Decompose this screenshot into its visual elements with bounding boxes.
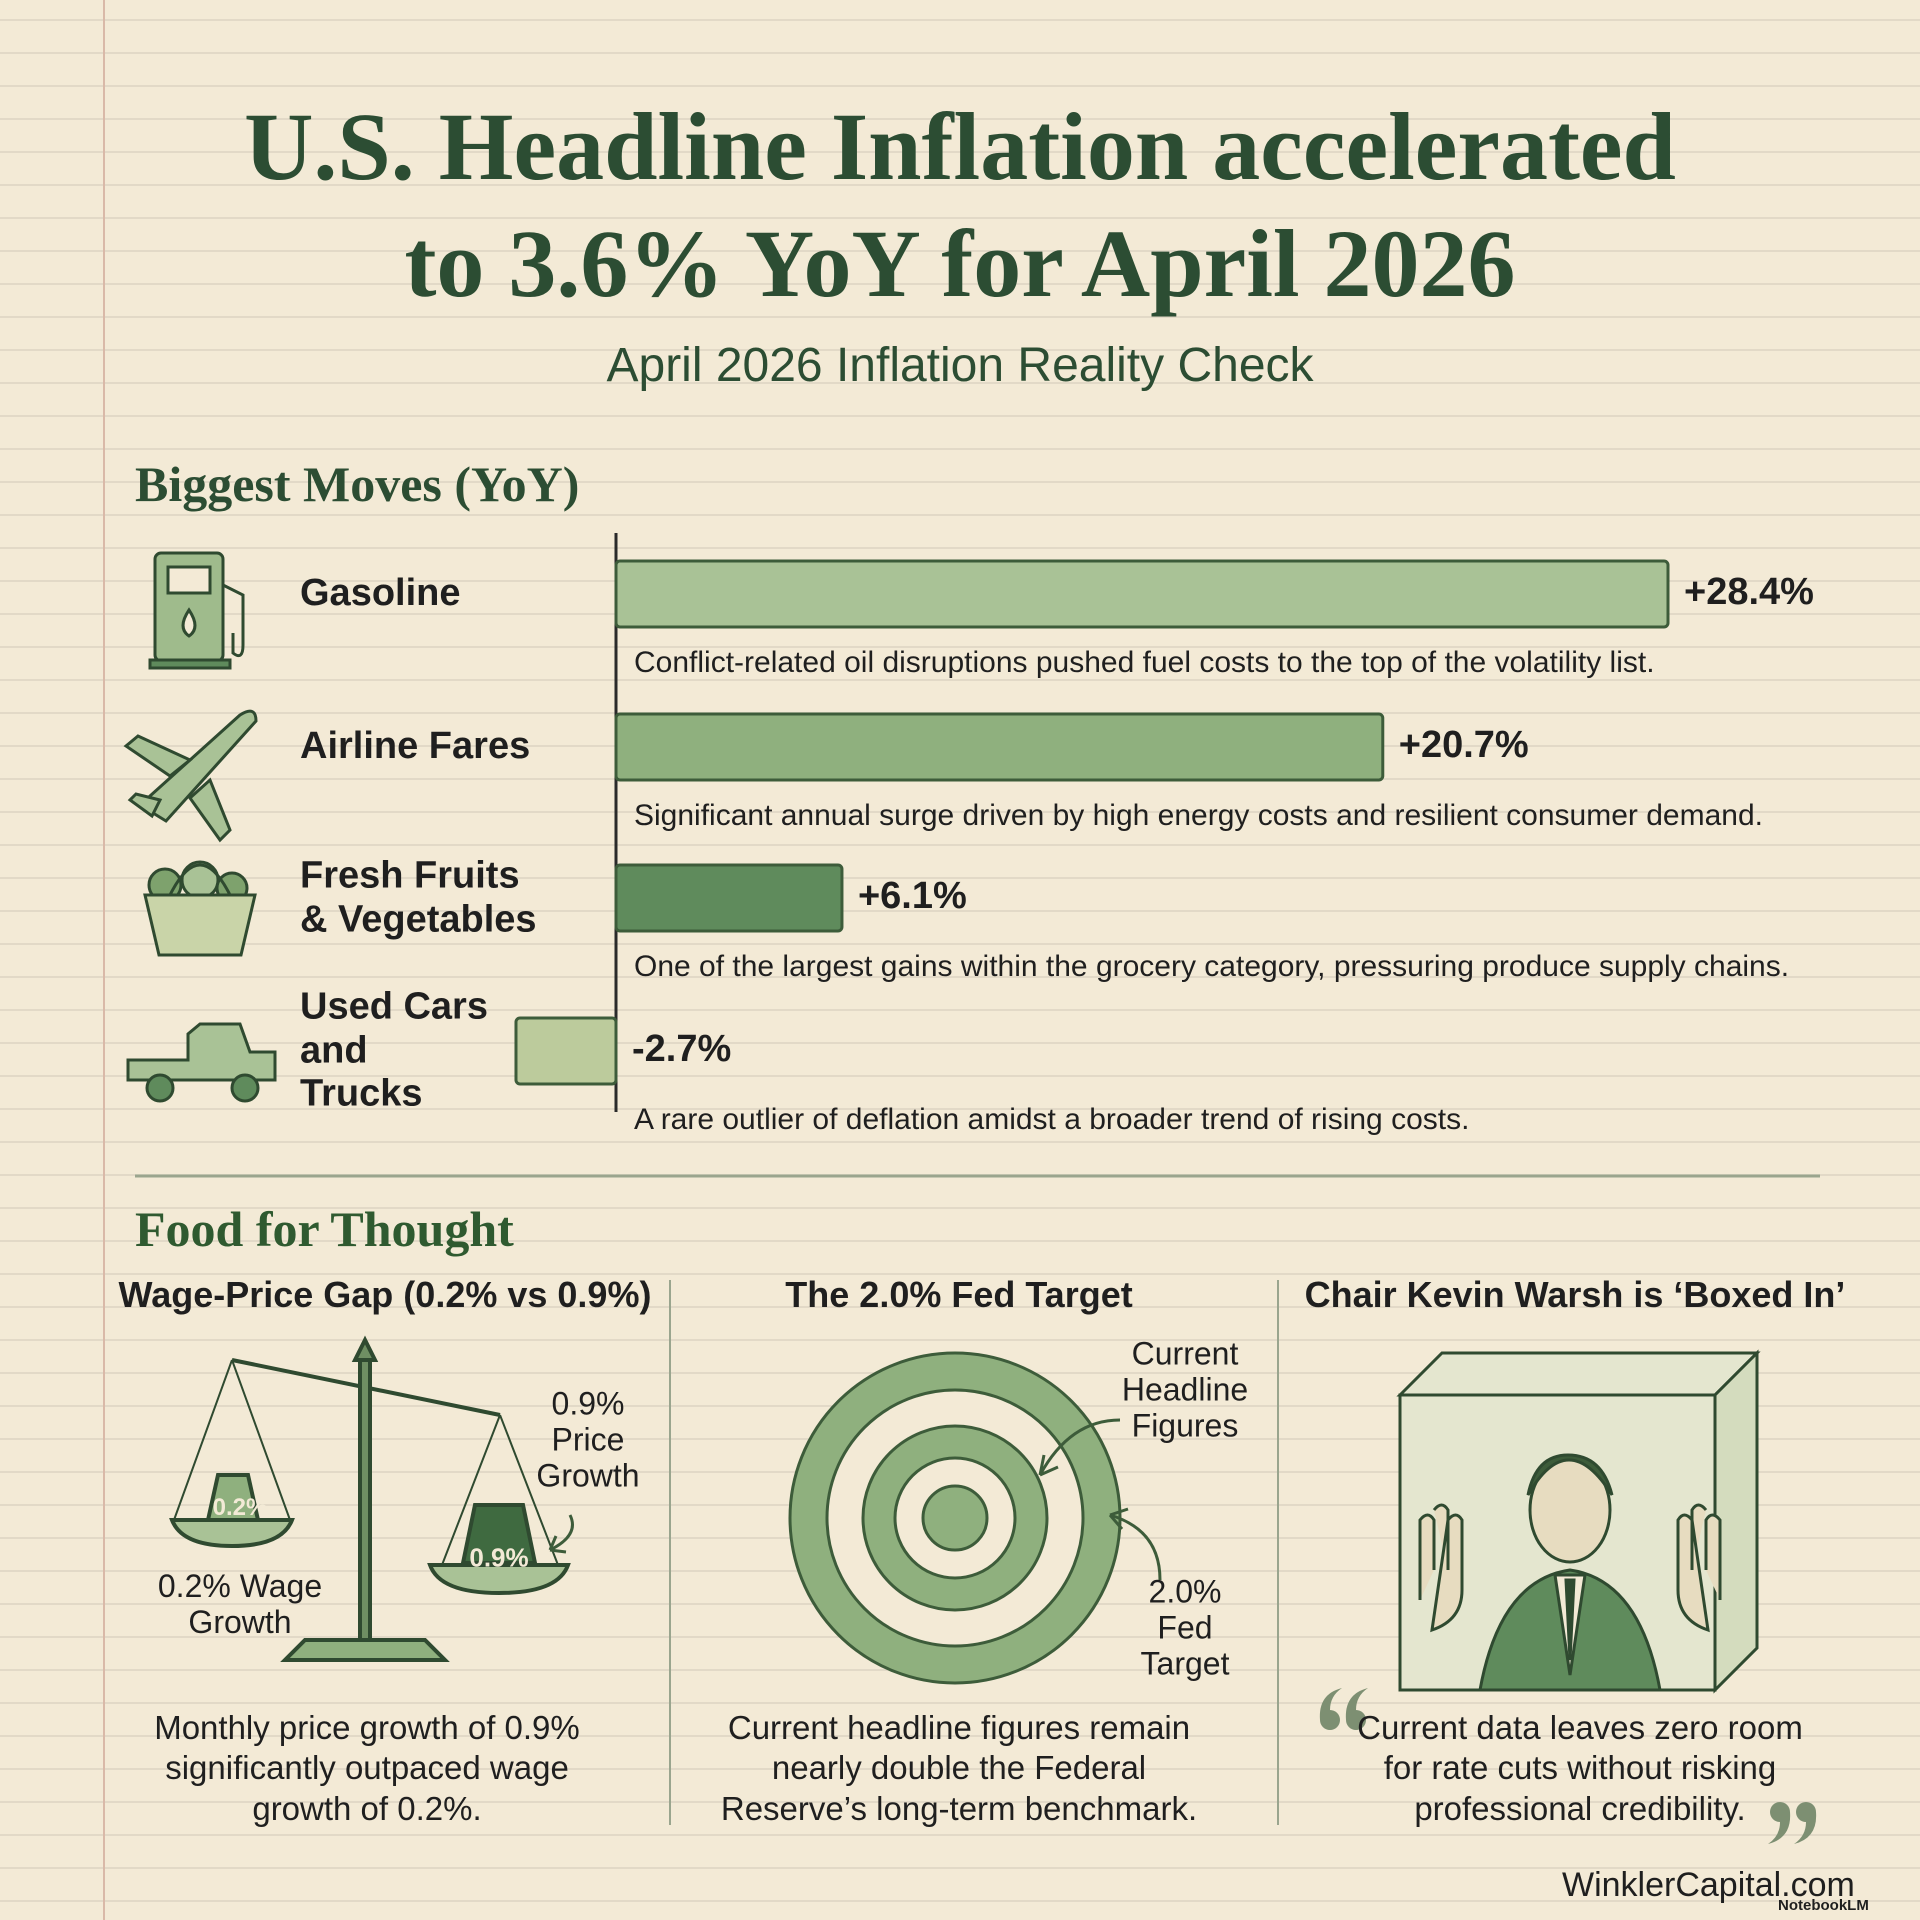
boxed-person xyxy=(1396,1349,1761,1694)
annotation: Conflict-related oil disruptions pushed … xyxy=(634,646,1655,679)
annotation: One of the largest gains within the groc… xyxy=(634,950,1789,983)
bar xyxy=(614,863,844,933)
annotation: A rare outlier of deflation amidst a bro… xyxy=(634,1103,1469,1136)
target-label: Current Headline Figures xyxy=(1121,1335,1249,1443)
column-text: Monthly price growth of 0.9% significant… xyxy=(154,1709,580,1827)
scale-label: 0.2% Wage Growth xyxy=(157,1568,323,1640)
gas-pump-icon xyxy=(148,551,245,670)
footer-site: WinklerCapital.com xyxy=(1562,1866,1855,1904)
section-heading: Food for Thought xyxy=(135,1201,514,1257)
bar xyxy=(514,1016,618,1086)
value-label: +20.7% xyxy=(1399,724,1529,766)
weight-label: 0.9% xyxy=(469,1542,529,1573)
subtitle: April 2026 Inflation Reality Check xyxy=(606,339,1314,392)
bar xyxy=(614,559,1670,629)
category-label: Fresh Fruits & Vegetables xyxy=(300,854,537,940)
value-label: +28.4% xyxy=(1684,571,1814,613)
truck-icon xyxy=(126,1022,277,1103)
column-title: The 2.0% Fed Target xyxy=(785,1274,1133,1315)
annotation: Significant annual surge driven by high … xyxy=(634,799,1763,832)
column-title: Chair Kevin Warsh is ‘Boxed In’ xyxy=(1304,1274,1846,1315)
column-title: Wage-Price Gap (0.2% vs 0.9%) xyxy=(118,1274,652,1315)
weight-label: 0.2% xyxy=(212,1494,268,1521)
category-label: Gasoline xyxy=(300,572,461,615)
quote-marks xyxy=(1319,1688,1817,1844)
category-label: Airline Fares xyxy=(300,725,531,768)
value-label: -2.7% xyxy=(632,1028,731,1070)
category-label: Used Cars and Trucks xyxy=(300,985,488,1115)
bar-chart: +28.4% Conflict-related oil disruptions p… xyxy=(514,559,1814,1136)
chart-title: Biggest Moves (YoY) xyxy=(135,456,580,512)
target xyxy=(548,1351,1162,1685)
footer-badge: NotebookLM xyxy=(1778,1897,1869,1914)
quote-text: Current data leaves zero room for rate c… xyxy=(1357,1709,1803,1827)
bar xyxy=(614,712,1385,782)
airplane-icon xyxy=(123,709,258,843)
page-title: U.S. Headline Inflation accelerated to 3… xyxy=(244,93,1676,318)
balance-scale xyxy=(169,1335,571,1662)
scale-label: 0.9% Price Growth xyxy=(536,1385,640,1493)
target-label: 2.0% Fed Target xyxy=(1140,1573,1230,1681)
value-label: +6.1% xyxy=(858,875,967,917)
basket-icon xyxy=(143,860,257,957)
column-text: Current headline figures remain nearly d… xyxy=(720,1709,1198,1827)
